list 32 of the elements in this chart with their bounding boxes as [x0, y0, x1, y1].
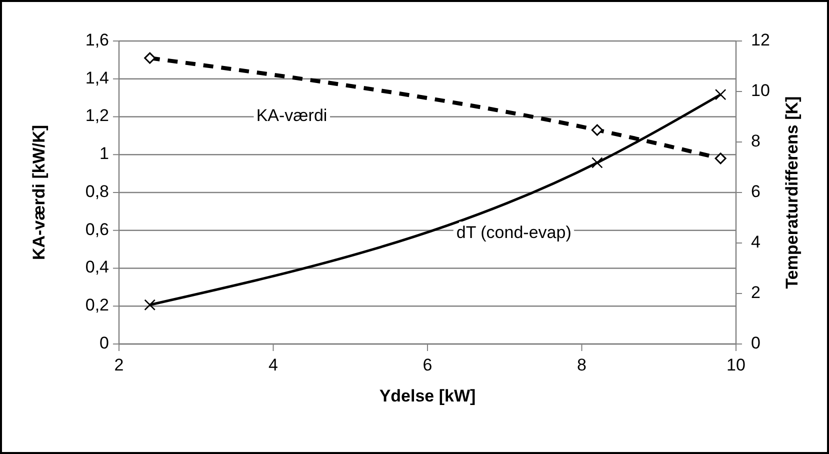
y-tick-label: 1,6 — [85, 30, 109, 50]
y2-tick-label: 6 — [751, 182, 760, 201]
x-tick-label: 8 — [577, 355, 586, 374]
y-tick-label: 0,8 — [85, 182, 109, 201]
point — [592, 157, 603, 168]
point — [714, 152, 726, 164]
x-tick-label: 6 — [422, 355, 432, 374]
y2-tick-label: 10 — [751, 80, 770, 100]
x-tick-label: 4 — [268, 355, 278, 374]
y-tick-label: 1 — [100, 144, 109, 164]
x-axis-title: Ydelse [kW] — [379, 386, 476, 406]
y2-tick-label: 12 — [751, 30, 770, 50]
point — [591, 124, 603, 136]
y2-tick-label: 2 — [751, 282, 760, 302]
y-tick-label: 0,6 — [85, 220, 109, 239]
y-tick-label: 0 — [100, 333, 109, 352]
y-axis-title: KA-værdi [kW/K] — [29, 124, 48, 260]
y-tick-label: 0,2 — [85, 296, 109, 315]
y-tick-label: 1,2 — [85, 106, 109, 126]
y2-tick-label: 4 — [751, 232, 760, 252]
point — [144, 299, 156, 311]
point — [144, 52, 156, 64]
series-label: KA-værdi — [256, 106, 328, 126]
y2-tick-label: 0 — [751, 333, 760, 352]
x-tick-label: 10 — [726, 355, 746, 374]
point — [714, 88, 726, 100]
y-tick-label: 0,4 — [85, 258, 109, 277]
y2-axis-title: Temperaturdifferens [K] — [782, 96, 802, 289]
y-tick-label: 1,4 — [85, 68, 109, 88]
x-tick-label: 2 — [114, 355, 124, 374]
y2-tick-label: 8 — [751, 131, 760, 150]
series-label: dT (cond-evap) — [456, 222, 572, 242]
